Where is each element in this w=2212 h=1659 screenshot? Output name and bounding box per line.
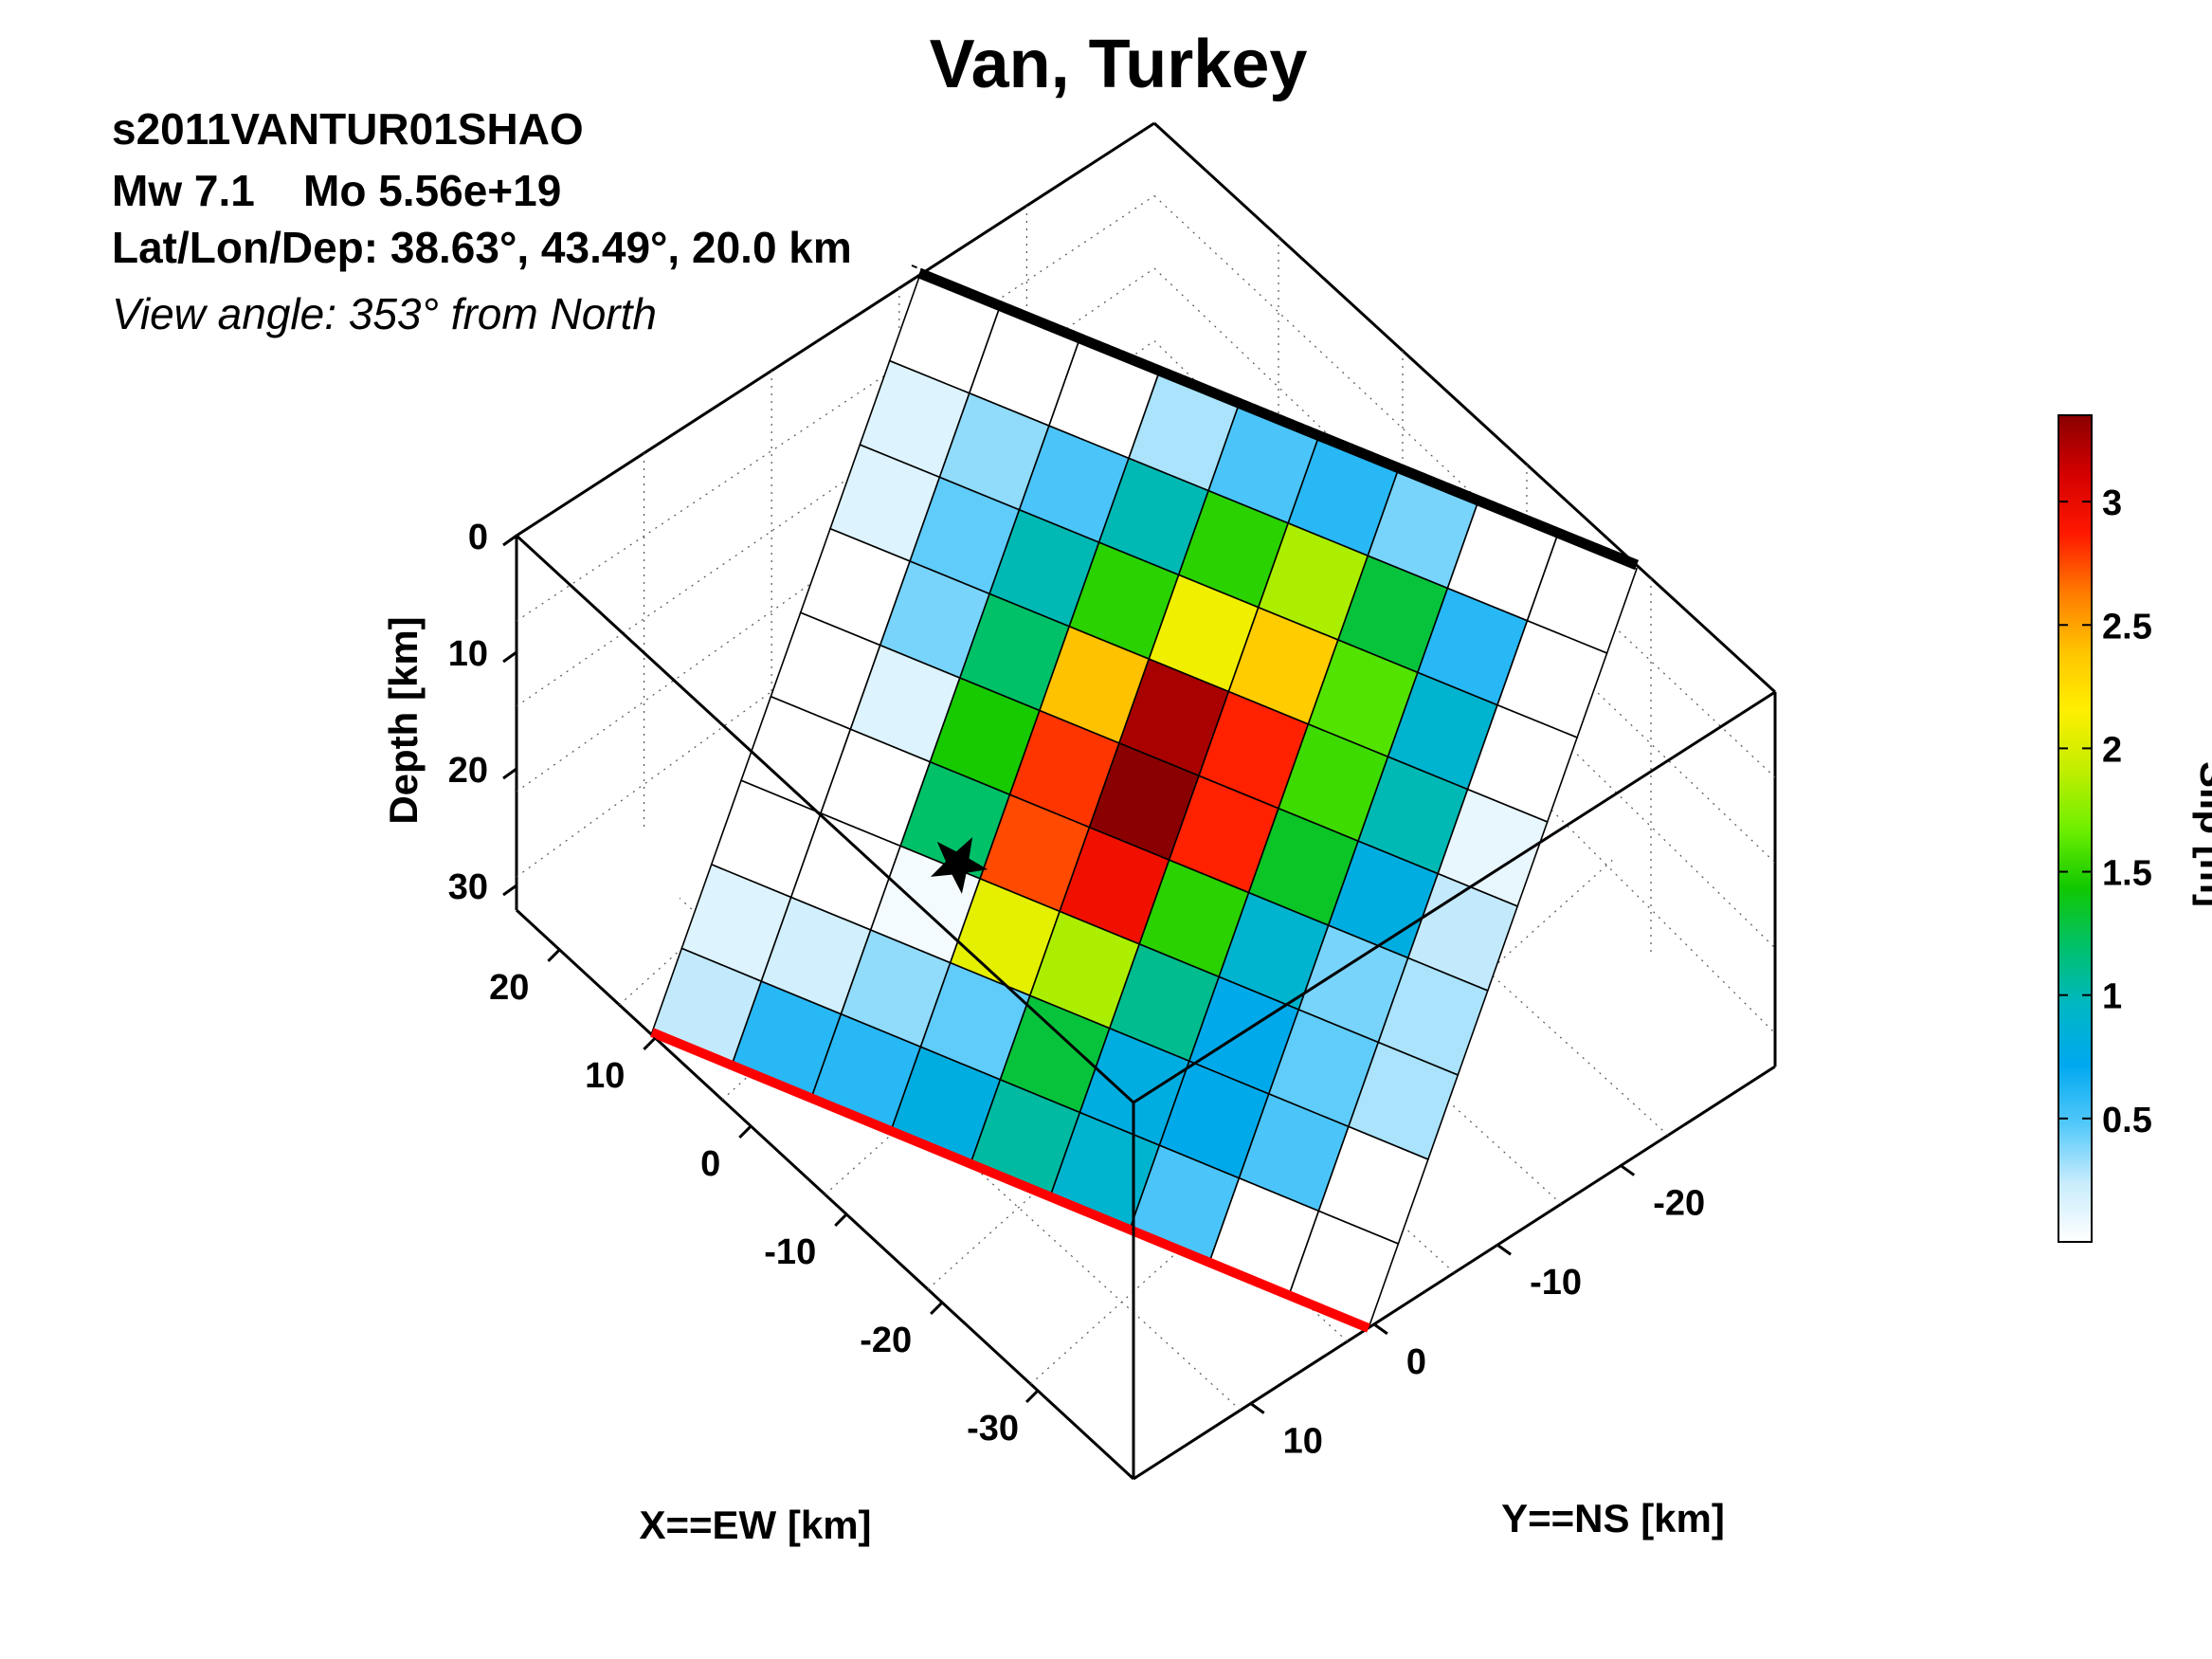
magnitude-text: Mw 7.1 xyxy=(112,166,255,215)
x-tick-label: 0 xyxy=(700,1144,720,1184)
colorbar-ticks: 0.5 1 1.5 2 2.5 3 xyxy=(2058,483,2152,1140)
colorbar-tick-label: 0.5 xyxy=(2102,1101,2152,1140)
x-tick-label: -30 xyxy=(967,1409,1019,1449)
grid-line xyxy=(516,340,1155,793)
tick-mark xyxy=(502,884,517,897)
chart-title: Van, Turkey xyxy=(930,27,1308,102)
hypocenter-star-icon xyxy=(930,837,988,894)
location-text: Lat/Lon/Dep: 38.63°, 43.49°, 20.0 km xyxy=(112,223,852,272)
view-angle-text: View angle: 353° from North xyxy=(112,289,657,338)
event-id: s2011VANTUR01SHAO xyxy=(112,104,584,154)
axes-box-edge xyxy=(1152,121,1777,694)
moment-text: Mo 5.56e+19 xyxy=(303,166,561,215)
depth-tick-label: 0 xyxy=(468,518,488,557)
depth-tick-label: 10 xyxy=(448,634,488,674)
tick-mark xyxy=(1620,1164,1636,1176)
fault-bottom-edge xyxy=(650,1028,1370,1333)
subfault-patches xyxy=(650,275,1639,1330)
colorbar-label: Slip [m] xyxy=(2192,761,2212,907)
tick-mark xyxy=(1373,1322,1388,1336)
colorbar: 0.5 1 1.5 2 2.5 3 Slip [m] xyxy=(2058,414,2212,1243)
tick-mark xyxy=(834,1212,848,1227)
tick-mark xyxy=(643,1036,657,1050)
axes-box-edge xyxy=(516,121,1155,538)
front-axis-edge xyxy=(1133,690,1776,1104)
grid-line xyxy=(1153,195,1776,778)
colorbar-fill xyxy=(2058,414,2093,1243)
fault-top-edge xyxy=(916,267,1640,571)
axis-ticks: 0 10 20 30 20 10 0 -10 -20 -30 -20 -10 0 10 xyxy=(448,518,1705,1462)
tick-mark xyxy=(502,767,517,780)
x-tick-label: -20 xyxy=(860,1321,912,1360)
colorbar-tick-label: 2 xyxy=(2102,730,2122,770)
colorbar-tick-label: 2.5 xyxy=(2102,607,2152,647)
y-axis-label: Y==NS [km] xyxy=(1501,1496,1725,1540)
y-tick-label: -10 xyxy=(1530,1263,1582,1303)
tick-mark xyxy=(1496,1244,1512,1256)
x-axis-label: X==EW [km] xyxy=(639,1503,871,1547)
depth-tick-label: 30 xyxy=(448,867,488,907)
depth-axis-label: Depth [km] xyxy=(381,616,426,824)
x-tick-label: 10 xyxy=(585,1056,625,1096)
tick-mark xyxy=(1025,1389,1040,1404)
colorbar-tick-label: 3 xyxy=(2102,483,2122,523)
x-tick-label: 20 xyxy=(489,968,529,1008)
tick-mark xyxy=(930,1301,944,1316)
x-tick-label: -10 xyxy=(764,1232,816,1272)
grid-line xyxy=(516,195,1155,622)
fault-top-edge-dashed xyxy=(911,264,1630,558)
tick-mark xyxy=(502,650,517,664)
tick-mark xyxy=(738,1124,752,1139)
front-axis-lines xyxy=(515,534,1776,1479)
y-tick-label: -20 xyxy=(1653,1184,1705,1224)
tick-mark xyxy=(547,948,561,962)
y-tick-label: 10 xyxy=(1283,1422,1323,1462)
colorbar-tick-label: 1.5 xyxy=(2102,854,2152,894)
depth-tick-label: 20 xyxy=(448,751,488,791)
fault-edges xyxy=(650,264,1640,1333)
tick-mark xyxy=(502,534,517,547)
front-axis-edge xyxy=(515,534,1135,1104)
y-tick-label: 0 xyxy=(1406,1342,1426,1382)
tick-mark xyxy=(1249,1402,1265,1414)
colorbar-tick-label: 1 xyxy=(2102,977,2122,1017)
